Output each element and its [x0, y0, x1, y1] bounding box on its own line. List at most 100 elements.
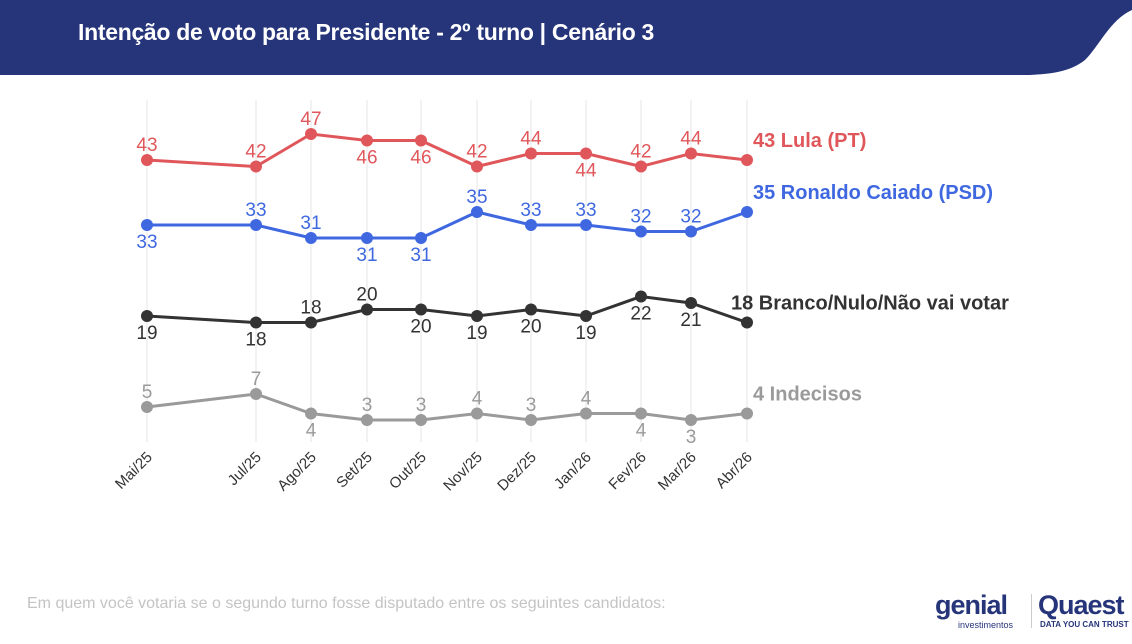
series-line — [146, 294, 748, 324]
data-point — [415, 303, 427, 316]
data-label: 20 — [410, 317, 431, 338]
data-label: 4 — [472, 389, 483, 410]
data-label: 20 — [520, 317, 541, 338]
data-point — [635, 290, 647, 303]
data-point — [141, 154, 153, 166]
series-line — [146, 392, 748, 422]
data-point — [525, 414, 537, 426]
x-tick-label: Fev/26 — [605, 449, 649, 493]
data-point — [141, 310, 153, 322]
data-label: 46 — [356, 148, 377, 169]
quaest-logo-subtitle: DATA YOU CAN TRUST — [1040, 620, 1129, 629]
data-label: 33 — [520, 200, 541, 221]
data-point — [685, 147, 697, 160]
data-label: 46 — [410, 148, 431, 169]
x-tick-label: Ago/25 — [274, 449, 320, 495]
series-end-label: 43 Lula (PT) — [753, 130, 866, 152]
page-title: Intenção de voto para Presidente - 2º tu… — [78, 19, 655, 45]
data-label: 42 — [630, 142, 651, 163]
data-point — [741, 407, 753, 420]
data-label: 3 — [362, 395, 373, 416]
survey-question: Em quem você votaria se o segundo turno … — [27, 595, 666, 612]
data-point — [580, 147, 592, 160]
genial-logo: genial — [935, 590, 1008, 620]
data-point — [635, 225, 647, 238]
series-end-label: 18 Branco/Nulo/Não vai votar — [731, 293, 1009, 315]
data-point — [471, 407, 483, 420]
data-label: 3 — [416, 395, 427, 416]
data-point — [305, 232, 317, 244]
data-label: 32 — [680, 207, 701, 228]
data-point — [305, 316, 317, 329]
data-point — [141, 401, 153, 413]
data-point — [685, 414, 697, 426]
data-label: 33 — [575, 200, 596, 221]
data-point — [635, 407, 647, 420]
header-background — [0, 0, 1132, 75]
x-tick-label: Nov/25 — [440, 449, 486, 495]
data-label: 19 — [466, 323, 487, 344]
data-label: 4 — [581, 389, 592, 410]
data-label: 4 — [636, 421, 647, 442]
data-label: 31 — [410, 245, 431, 266]
data-point — [635, 160, 647, 173]
data-point — [525, 147, 537, 160]
data-point — [361, 414, 373, 426]
x-tick-label: Set/25 — [333, 449, 376, 492]
data-point — [415, 414, 427, 426]
data-point — [305, 407, 317, 420]
data-point — [580, 407, 592, 420]
series-end-label: 4 Indecisos — [753, 384, 862, 406]
data-point — [471, 310, 483, 322]
series-end-label: 35 Ronaldo Caiado (PSD) — [753, 182, 993, 204]
quaest-logo: Quaest — [1038, 590, 1125, 620]
data-point — [250, 160, 262, 173]
data-label: 7 — [251, 369, 262, 390]
data-point — [741, 154, 753, 166]
data-point — [305, 128, 317, 140]
data-point — [525, 303, 537, 316]
data-label: 22 — [630, 304, 651, 325]
series-line — [147, 210, 748, 240]
data-point — [685, 225, 697, 238]
data-point — [471, 206, 483, 218]
data-label: 5 — [142, 382, 153, 403]
data-label: 44 — [575, 161, 597, 182]
data-point — [361, 303, 373, 316]
data-point — [250, 316, 262, 329]
data-label: 3 — [686, 427, 697, 448]
data-label: 32 — [630, 207, 651, 228]
data-point — [361, 232, 373, 244]
data-label: 44 — [520, 129, 542, 150]
data-label: 19 — [136, 323, 157, 344]
line-chart: Mai/25 Jul/25 Ago/25 Set/25 Out/25 Nov/25 Dez/… — [112, 100, 1009, 495]
data-point — [361, 134, 373, 147]
data-label: 20 — [356, 285, 377, 306]
data-point — [741, 316, 753, 329]
data-label: 47 — [300, 109, 321, 130]
data-point — [580, 310, 592, 322]
data-point — [141, 219, 153, 231]
data-point — [471, 160, 483, 173]
data-label: 44 — [680, 129, 702, 150]
data-label: 43 — [136, 135, 157, 156]
x-tick-label: Abr/26 — [713, 449, 756, 492]
data-point — [415, 134, 427, 147]
header-banner: Intenção de voto para Presidente - 2º tu… — [0, 0, 1132, 76]
data-label: 4 — [306, 421, 317, 442]
logo-divider — [1031, 594, 1032, 628]
data-label: 18 — [300, 298, 321, 319]
data-point — [580, 219, 592, 231]
x-tick-label: Jan/26 — [551, 449, 595, 493]
data-point — [741, 206, 753, 218]
data-point — [250, 219, 262, 231]
data-label: 3 — [526, 395, 537, 416]
data-label: 31 — [300, 213, 321, 234]
x-tick-label: Mar/26 — [655, 449, 700, 494]
x-tick-label: Out/25 — [386, 449, 430, 493]
data-label: 42 — [245, 142, 266, 163]
data-point — [525, 219, 537, 231]
data-point — [685, 297, 697, 309]
data-point — [250, 388, 262, 400]
series-line — [146, 132, 748, 169]
